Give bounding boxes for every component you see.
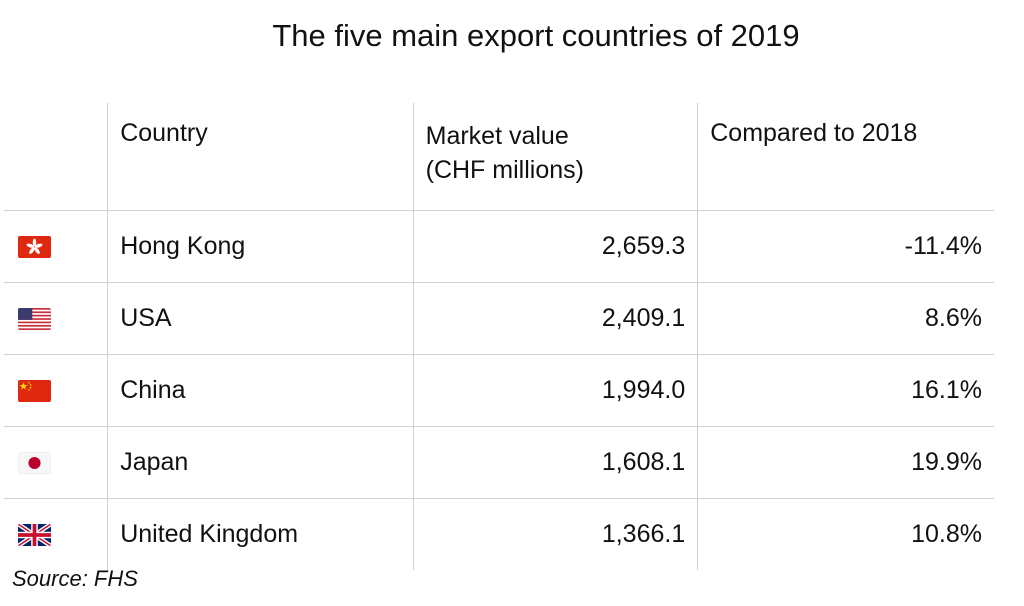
hong-kong-flag-icon (18, 235, 51, 258)
export-table: Country Market value (CHF millions) Comp… (4, 103, 994, 570)
change-cell: 8.6% (697, 282, 994, 355)
table-row: Japan 1,608.1 19.9% (4, 426, 994, 499)
market-value-cell: 1,608.1 (412, 426, 698, 499)
market-value-header-line1: Market value (425, 122, 569, 150)
country-cell: United Kingdom (107, 498, 414, 570)
change-cell: 16.1% (697, 354, 994, 427)
table-row: USA 2,409.1 8.6% (4, 282, 994, 355)
chart-title: The five main export countries of 2019 (272, 18, 800, 53)
change-cell: 19.9% (697, 426, 994, 499)
market-value-header-line2: (CHF millions) (425, 156, 584, 184)
country-cell: USA (107, 282, 414, 355)
change-cell: 10.8% (697, 498, 994, 570)
market-value-cell: 1,994.0 (412, 354, 698, 427)
market-value-header: Market value (CHF millions) (412, 103, 698, 211)
uk-flag-icon (18, 523, 51, 546)
country-cell: Japan (107, 426, 414, 499)
table-row: China 1,994.0 16.1% (4, 354, 994, 427)
market-value-cell: 2,409.1 (412, 282, 698, 355)
compared-header: Compared to 2018 (697, 103, 994, 211)
source-note: Source: FHS (12, 566, 138, 591)
market-value-cell: 1,366.1 (412, 498, 698, 570)
country-cell: China (107, 354, 414, 427)
country-header: Country (107, 103, 414, 211)
flag-header-cell (4, 103, 108, 211)
table-header-row: Country Market value (CHF millions) Comp… (4, 103, 994, 211)
table-row: United Kingdom 1,366.1 10.8% (4, 498, 994, 570)
usa-flag-icon (18, 307, 51, 330)
china-flag-icon (18, 379, 51, 402)
change-cell: -11.4% (697, 210, 994, 283)
market-value-cell: 2,659.3 (412, 210, 698, 283)
table-row: Hong Kong 2,659.3 -11.4% (4, 210, 994, 283)
japan-flag-icon (18, 451, 51, 474)
country-cell: Hong Kong (107, 210, 414, 283)
